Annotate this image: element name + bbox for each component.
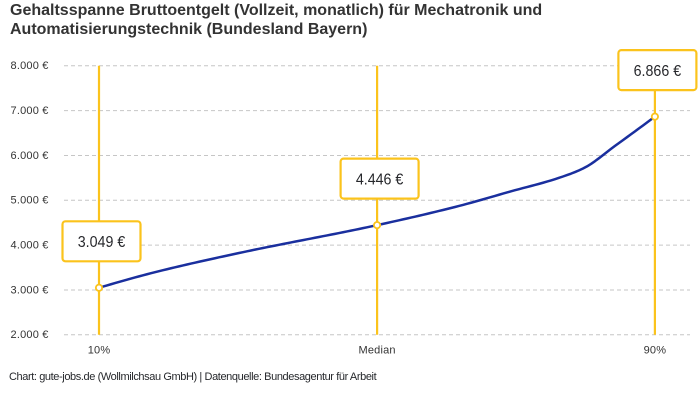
svg-text:4.000 €: 4.000 € — [11, 239, 49, 251]
svg-text:10%: 10% — [88, 345, 111, 357]
svg-text:6.866 €: 6.866 € — [634, 63, 682, 80]
svg-text:3.049 €: 3.049 € — [78, 234, 126, 251]
svg-text:90%: 90% — [644, 345, 667, 357]
svg-text:6.000 €: 6.000 € — [11, 150, 49, 162]
svg-text:3.000 €: 3.000 € — [11, 284, 49, 296]
svg-text:Median: Median — [358, 345, 395, 357]
svg-text:7.000 €: 7.000 € — [11, 105, 49, 117]
svg-text:8.000 €: 8.000 € — [11, 60, 49, 72]
svg-text:2.000 €: 2.000 € — [11, 329, 49, 341]
svg-text:4.446 €: 4.446 € — [356, 171, 404, 188]
svg-text:5.000 €: 5.000 € — [11, 195, 49, 207]
